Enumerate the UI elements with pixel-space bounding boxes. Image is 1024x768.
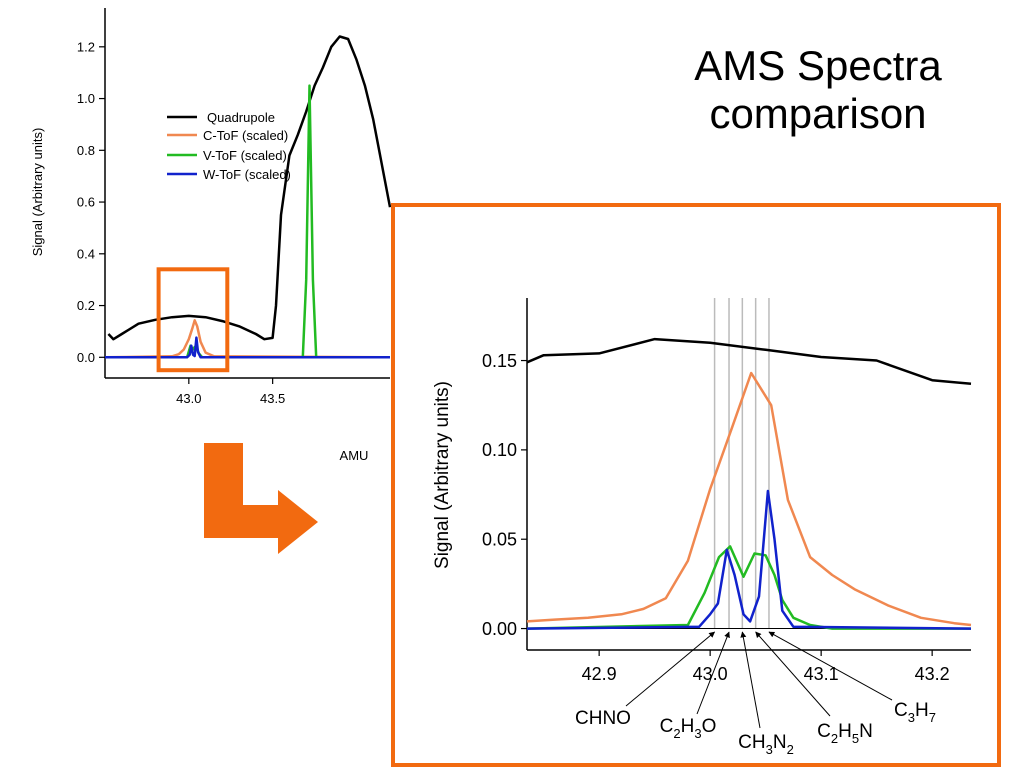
annotation-arrow (740, 631, 761, 729)
annotation-label: C2H3O (660, 716, 717, 741)
legend-item-c-tof: C-ToF (scaled) (167, 128, 288, 143)
annotation-arrow (696, 631, 730, 715)
inset-frame (391, 203, 1001, 767)
chart-1-series-v_tof (526, 545, 971, 630)
annotation-arrow (625, 631, 716, 707)
chart-1-xtick-label: 42.9 (582, 664, 617, 684)
inset-marker-lines (713, 298, 770, 628)
chart-0-xtick-label: 43.0 (176, 391, 201, 406)
chart-0-ytick-label: 1.2 (77, 39, 95, 54)
chart-0-ytick-label: 0.6 (77, 195, 95, 210)
main-chart-xlabel: AMU (340, 448, 369, 463)
annotation-label: CH3N2 (738, 732, 794, 757)
inset-chart-axes: 0.00 0.05 0.10 0.15 42.9 43.0 43.1 43.2 (482, 298, 971, 684)
main-chart-series (104, 35, 392, 359)
annotation-label: C3H7 (894, 700, 936, 725)
slide-title-line2: comparison (709, 90, 926, 137)
main-chart-axes: 0.0 0.2 0.4 0.6 0.8 1.0 1.2 43.0 43.5 (77, 8, 390, 406)
chart-0-ytick-label: 0.4 (77, 246, 95, 261)
annotation-arrow (755, 631, 831, 717)
legend-label-v-tof: V-ToF (scaled) (203, 148, 287, 163)
chart-1-ytick-label: 0.15 (482, 351, 517, 371)
chart-0-series-w_tof (105, 336, 390, 359)
legend-item-quadrupole: Quadrupole (167, 110, 275, 125)
legend-item-v-tof: V-ToF (scaled) (167, 148, 287, 163)
legend-item-w-tof: W-ToF (scaled) (167, 167, 291, 182)
main-spectrum-chart: 0.0 0.2 0.4 0.6 0.8 1.0 1.2 43.0 43.5 Signal (Ar… (30, 8, 392, 463)
chart-0-series-v_tof (105, 84, 390, 359)
legend-label-c-tof: C-ToF (scaled) (203, 128, 288, 143)
legend-label-w-tof: W-ToF (scaled) (203, 167, 291, 182)
chart-1-ytick-label: 0.10 (482, 440, 517, 460)
chart-1-series-quadrupole (526, 337, 972, 386)
chart-0-series-quadrupole (107, 35, 392, 341)
chart-1-series-c_tof (526, 371, 972, 627)
bent-arrow-icon (204, 443, 318, 554)
chart-0-ytick-label: 0.8 (77, 143, 95, 158)
legend-label-quadrupole: Quadrupole (207, 110, 275, 125)
chart-1-ytick-label: 0.05 (482, 530, 517, 550)
chart-0-ytick-label: 0.2 (77, 298, 95, 313)
chart-0-ytick-label: 1.0 (77, 91, 95, 106)
main-chart-legend: Quadrupole C-ToF (scaled) V-ToF (scaled)… (167, 110, 291, 182)
inset-chart-series (526, 337, 972, 630)
chart-1-xtick-label: 43.1 (804, 664, 839, 684)
annotation-label: C2H5N (817, 721, 873, 746)
main-chart-ylabel: Signal (Arbitrary units) (30, 128, 45, 257)
chart-0-series-c_tof (104, 319, 391, 359)
chart-0-ytick-label: 0.0 (77, 350, 95, 365)
slide-title-line1: AMS Spectra (694, 42, 942, 89)
chart-1-series-w_tof (526, 489, 972, 630)
annotation-arrow (768, 631, 893, 701)
annotation-label: CHNO (575, 708, 631, 729)
inset-chart-ylabel: Signal (Arbitrary units) (432, 381, 453, 569)
chart-1-xtick-label: 43.2 (915, 664, 950, 684)
inset-spectrum-chart: 0.00 0.05 0.10 0.15 42.9 43.0 43.1 43.2 Signal … (432, 298, 972, 757)
chart-0-xtick-label: 43.5 (260, 391, 285, 406)
chart-1-xtick-label: 43.0 (693, 664, 728, 684)
inset-annotations: CHNO C2H3O CH3N2 C2H5N C3H7 (575, 631, 936, 757)
chart-1-ytick-label: 0.00 (482, 619, 517, 639)
main-chart-highlight-box (156, 267, 230, 373)
